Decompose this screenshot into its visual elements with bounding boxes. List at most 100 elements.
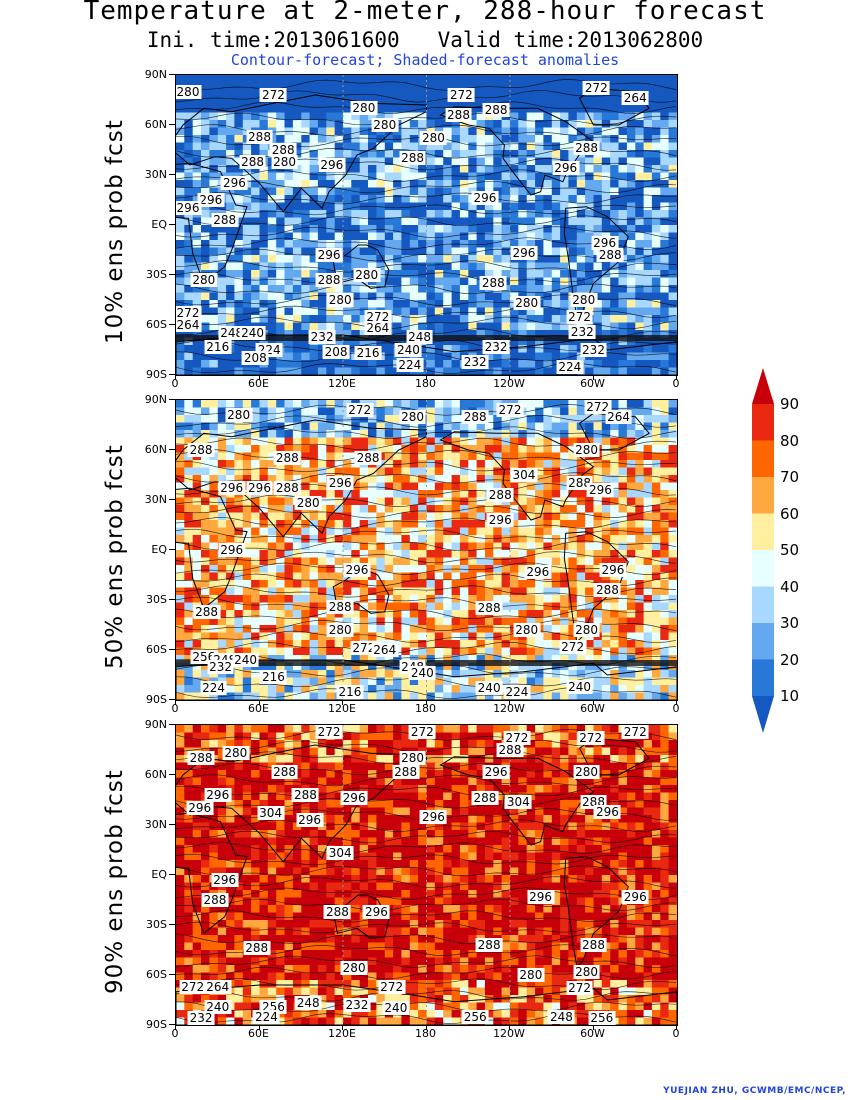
contour-label: 224 (396, 358, 424, 372)
lon-tick (509, 1025, 510, 1030)
contour-label: 264 (364, 321, 392, 336)
temperature-contour (176, 562, 677, 575)
lon-tick-label: 120E (328, 702, 356, 715)
lat-tick (169, 449, 175, 450)
lon-tick (676, 1025, 677, 1030)
contour-label: 240 (239, 326, 266, 341)
lat-tick-label: 90S (146, 368, 167, 381)
contour-label: 240 (408, 666, 436, 681)
lat-tick-label: 60S (146, 968, 167, 981)
lon-tick-label: 0 (672, 1027, 680, 1040)
contour-label: 272 (566, 981, 594, 996)
lon-tick-label: 120W (493, 702, 525, 715)
temperature-contour (176, 271, 677, 284)
contour-label: 224 (556, 359, 584, 374)
contour-label: 280 (294, 496, 322, 511)
contour-label: 296 (218, 543, 246, 557)
lat-tick-label: 30S (146, 918, 167, 931)
lat-tick-label: 90S (146, 693, 167, 706)
lon-tick-label: 0 (672, 377, 680, 390)
lat-tick (169, 549, 175, 550)
lat-tick-label: 60S (146, 318, 167, 331)
temperature-contour (176, 316, 677, 330)
lon-tick (592, 700, 594, 705)
temperature-contour (176, 596, 677, 609)
lon-tick (425, 375, 427, 380)
contour-label: 288 (201, 893, 229, 907)
contour-label: 296 (552, 161, 580, 176)
lat-tick (169, 774, 175, 775)
contour-label: 296 (599, 563, 627, 577)
colorbar-tick-label: 40 (780, 577, 800, 596)
lon-tick-label: 0 (171, 1027, 179, 1040)
contour-label: 216 (204, 339, 232, 354)
temperature-contour (176, 449, 677, 462)
contour-label: 272 (408, 725, 436, 739)
contour-label: 288 (392, 764, 420, 779)
lat-tick-label: EQ (151, 218, 167, 231)
contour-label: 296 (326, 476, 354, 491)
lat-tick (169, 699, 175, 700)
lon-tick-label: 180 (415, 1027, 436, 1040)
contour-label: 288 (239, 154, 266, 169)
contour-label: 296 (204, 788, 232, 802)
contour-label: 296 (211, 873, 239, 887)
contour-label: 296 (318, 158, 346, 172)
contour-label: 280 (340, 961, 368, 976)
coastline (176, 487, 248, 610)
contour-label: 288 (323, 904, 351, 919)
lon-tick-label: 120W (493, 1027, 525, 1040)
temperature-contour (176, 865, 677, 877)
lat-tick-label: 60S (146, 643, 167, 656)
contour-label: 296 (296, 813, 324, 827)
coastline (176, 94, 427, 213)
colorbar-tick-label: 50 (780, 541, 800, 559)
contour-label: 304 (510, 468, 538, 482)
contour-label: 248 (294, 996, 322, 1011)
map-field (176, 75, 677, 375)
contour-label: 216 (259, 669, 287, 684)
contour-label: 280 (513, 296, 541, 311)
colorbar-bottom-arrow (752, 696, 774, 733)
contour-label: 280 (573, 443, 600, 457)
contour-label: 288 (479, 276, 507, 291)
colorbar-tick-label: 90 (780, 395, 800, 413)
contour-label: 296 (486, 513, 514, 527)
lat-tick (169, 649, 175, 650)
lon-tick-label: 120E (328, 1027, 356, 1040)
colorbar-tick-label: 60 (780, 504, 800, 523)
colorbar (752, 368, 774, 733)
lat-tick-label: 30S (146, 593, 167, 606)
contour-label: 216 (354, 346, 382, 361)
coastline (578, 737, 650, 776)
contour-label: 248 (406, 329, 433, 344)
chart-title: Temperature at 2-meter, 288-hour forecas… (83, 0, 767, 26)
contour-label: 296 (176, 201, 202, 216)
contour-label: 224 (200, 681, 228, 696)
coastline (332, 244, 390, 289)
lon-tick-label: 120W (493, 377, 525, 390)
contour-label: 304 (504, 794, 532, 809)
lat-tick (169, 124, 175, 125)
lat-tick (169, 974, 175, 975)
contour-label: 280 (176, 84, 202, 99)
contour-label: 288 (246, 129, 273, 144)
lon-tick (425, 700, 427, 705)
contour-label: 280 (271, 154, 298, 169)
temperature-contour (176, 785, 677, 798)
lon-tick (676, 375, 677, 380)
contour-label: 288 (596, 248, 624, 262)
contour-label: 288 (243, 941, 271, 956)
contour-label: 280 (517, 968, 545, 982)
lon-tick (342, 700, 343, 705)
lat-tick-label: EQ (151, 868, 167, 881)
contour-label: 272 (179, 979, 207, 994)
panel-2-ylabel: 50% ens prob fcst (102, 444, 128, 669)
lon-tick (592, 1025, 594, 1030)
coastline (578, 412, 650, 451)
contour-label: 280 (350, 101, 378, 116)
contour-label: 280 (371, 118, 399, 132)
contour-label: 272 (496, 403, 524, 417)
colorbar-tick-label: 30 (780, 614, 800, 632)
lat-tick (169, 374, 175, 375)
